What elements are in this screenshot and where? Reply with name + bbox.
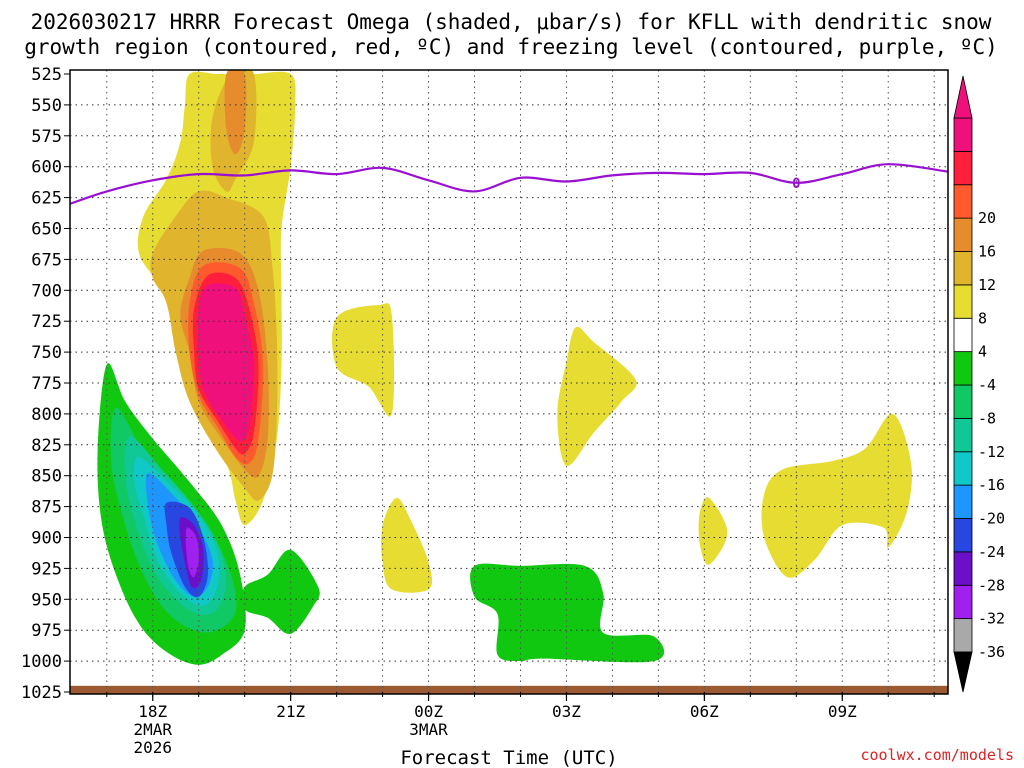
colorbar-label: 20	[978, 209, 996, 227]
omega-region-low-negative-32	[185, 527, 199, 578]
y-tick-label: 625	[31, 189, 62, 209]
y-tick-label: 875	[31, 498, 62, 518]
colorbar-label: -20	[978, 510, 1005, 528]
colorbar-segment	[953, 618, 973, 653]
freezing-level-label: 0	[792, 176, 800, 192]
colorbar-segment	[953, 117, 973, 152]
x-tick-year: 2026	[133, 738, 172, 757]
colorbar-segment	[953, 484, 973, 519]
colorbar-label: -8	[978, 409, 996, 427]
chart-title-line2: growth region (contoured, red, ºC) and f…	[24, 35, 998, 59]
colorbar-segment	[953, 451, 973, 486]
y-tick-label: 550	[31, 96, 62, 116]
ground-surface	[70, 685, 948, 694]
colorbar-segment	[953, 251, 973, 286]
chart-title-line1: 2026030217 HRRR Forecast Omega (shaded, …	[31, 10, 992, 34]
x-tick-label: 00Z	[414, 702, 443, 721]
y-tick-label: 1000	[21, 652, 62, 672]
omega-region-positive-03Z	[557, 326, 637, 467]
y-tick-label: 825	[31, 436, 62, 456]
freezing-level-layer: 0	[70, 163, 948, 205]
x-tick-date: 3MAR	[409, 720, 448, 739]
colorbar-label: -4	[978, 376, 996, 394]
x-tick-label: 18Z	[138, 702, 167, 721]
colorbar-label: 12	[978, 276, 996, 294]
x-tick-label: 06Z	[690, 702, 719, 721]
colorbar-segment	[953, 284, 973, 319]
y-tick-label: 575	[31, 127, 62, 147]
omega-region-upper-positive-12	[224, 70, 247, 155]
y-tick-label: 950	[31, 590, 62, 610]
colorbar-label: 4	[978, 343, 987, 361]
colorbar-segment	[953, 217, 973, 252]
omega-region-positive-06Z	[698, 497, 728, 565]
colorbar-label: -16	[978, 476, 1005, 494]
y-tick-label: 650	[31, 220, 62, 240]
colorbar-segment	[953, 551, 973, 586]
omega-region-positive-07Z-10Z	[761, 413, 913, 578]
colorbar-label: -36	[978, 643, 1005, 661]
x-tick-label: 03Z	[552, 702, 581, 721]
colorbar-segment	[953, 184, 973, 219]
x-tick-label: 21Z	[276, 702, 305, 721]
x-tick-label: 09Z	[828, 702, 857, 721]
x-axis-title: Forecast Time (UTC)	[400, 747, 617, 768]
y-tick-label: 750	[31, 343, 62, 363]
colorbar-label: -12	[978, 443, 1005, 461]
credit-text: coolwx.com/models	[860, 746, 1014, 764]
colorbar-label: -28	[978, 576, 1005, 594]
colorbar-under-arrow	[953, 651, 973, 693]
y-tick-label: 1025	[21, 683, 62, 703]
y-tick-label: 900	[31, 529, 62, 549]
colorbar-label: -32	[978, 610, 1005, 628]
y-tick-label: 675	[31, 250, 62, 270]
x-tick-date: 2MAR	[133, 720, 172, 739]
colorbar-segment	[953, 384, 973, 419]
y-tick-label: 725	[31, 312, 62, 332]
colorbar-segment	[953, 584, 973, 620]
colorbar-segment	[953, 351, 973, 386]
colorbar-segment	[953, 417, 973, 453]
omega-region-positive-23Z	[381, 497, 433, 593]
y-tick-label: 700	[31, 281, 62, 301]
omega-region-negative-21Z	[241, 549, 320, 635]
omega-region-negative-01Z-03Z	[470, 563, 665, 663]
y-tick-label: 925	[31, 559, 62, 579]
colorbar-label: 8	[978, 309, 987, 327]
y-axis: 525 550 575 600 625 650 675 700 725 750 775 800 825 8…	[21, 65, 70, 703]
colorbar-over-arrow	[953, 75, 973, 119]
y-tick-label: 775	[31, 374, 62, 394]
freezing-level-line	[70, 163, 948, 205]
y-tick-label: 975	[31, 621, 62, 641]
omega-region-positive-22Z	[332, 303, 395, 417]
colorbar-segment	[953, 317, 973, 353]
colorbar: -36 -32 -28 -24 -20 -16 -12 -8 -4 4 8 12 16 20	[953, 75, 1005, 693]
colorbar-segment	[953, 150, 973, 186]
omega-shaded-regions	[70, 70, 948, 694]
y-tick-label: 800	[31, 405, 62, 425]
y-tick-label: 850	[31, 467, 62, 487]
omega-region-core-positive-max	[197, 283, 255, 442]
y-tick-label: 525	[31, 65, 62, 85]
plot-frame	[69, 69, 949, 695]
y-tick-label: 600	[31, 158, 62, 178]
colorbar-segment	[953, 518, 973, 553]
gridlines	[70, 70, 948, 692]
colorbar-label: 16	[978, 243, 996, 261]
colorbar-label: -24	[978, 543, 1005, 561]
